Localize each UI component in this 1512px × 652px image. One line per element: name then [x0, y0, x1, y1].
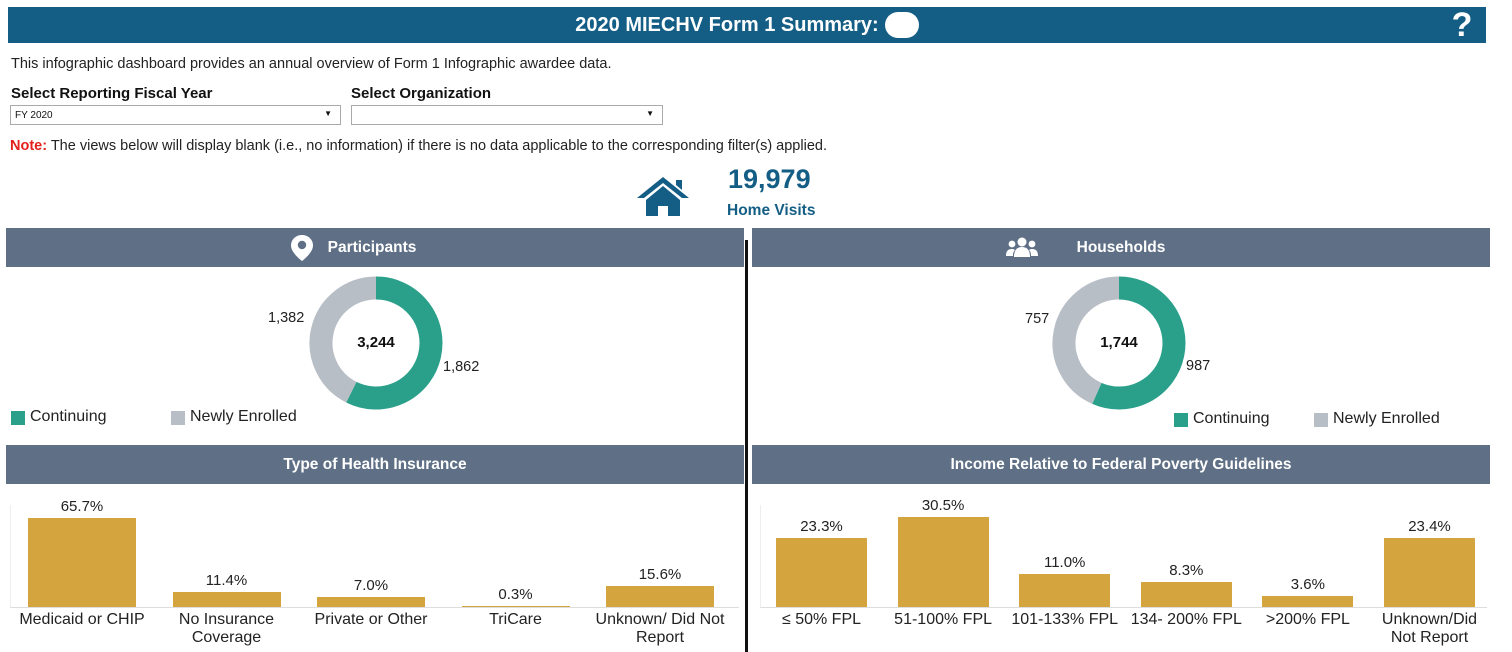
bar-category-label: No Insurance Coverage	[138, 611, 316, 647]
bar	[1262, 596, 1354, 607]
bar-category-label: Medicaid or CHIP	[0, 611, 171, 629]
health-insurance-header: Type of Health Insurance	[6, 445, 744, 484]
donut-slice-continuing	[346, 276, 443, 410]
donut-slice-newly-enrolled	[309, 276, 377, 403]
bar-value-label: 3.6%	[1290, 576, 1325, 594]
bar-category-label: Unknown/ Did Not Report	[571, 611, 749, 647]
participants-newly-value: 1,382	[268, 310, 305, 326]
fiscal-year-select[interactable]: FY 2020 ▼	[10, 105, 341, 125]
legend-label-continuing: Continuing	[30, 408, 107, 425]
bar-category-line: Medicaid or CHIP	[19, 611, 145, 628]
bar-category-label: Unknown/Did Not Report	[1349, 611, 1510, 647]
participants-title: Participants	[327, 238, 417, 256]
bar-category-line: Private or Other	[314, 611, 428, 628]
participants-donut-chart	[309, 276, 443, 410]
fiscal-year-value: FY 2020	[15, 110, 53, 121]
house-icon	[637, 177, 689, 216]
legend-label-newly-enrolled: Newly Enrolled	[190, 408, 297, 425]
bar-category-label: TriCare	[427, 611, 605, 629]
panel-divider	[745, 240, 748, 652]
income-title: Income Relative to Federal Poverty Guide…	[950, 455, 1292, 473]
bar-value-label: 11.0%	[1043, 554, 1086, 572]
bar-category-label: >200% FPL	[1227, 611, 1388, 629]
help-icon[interactable]: ?	[1451, 6, 1473, 44]
bar-category-label: Private or Other	[282, 611, 460, 629]
organization-select[interactable]: ▼	[351, 105, 663, 125]
home-visits-label: Home Visits	[727, 202, 816, 219]
bar-category-line: 51-100% FPL	[894, 611, 993, 628]
bar-value-label: 8.3%	[1169, 562, 1204, 580]
participants-continuing-value: 1,862	[443, 359, 480, 375]
bar-value-label: 15.6%	[638, 565, 682, 583]
bar-category-line: No Insurance	[178, 611, 275, 628]
intro-text: This infographic dashboard provides an a…	[11, 56, 612, 72]
bar-category-label: 134- 200% FPL	[1106, 611, 1267, 629]
map-pin-icon	[291, 235, 313, 261]
households-newly-value: 757	[1025, 311, 1050, 327]
legend-swatch-newly-enrolled	[171, 411, 185, 425]
title-bar: 2020 MIECHV Form 1 Summary:	[8, 7, 1486, 43]
bar-category-line: Not Report	[1390, 629, 1469, 646]
households-continuing-value: 987	[1186, 358, 1211, 374]
bar-category-line: Report	[635, 629, 685, 646]
income-header: Income Relative to Federal Poverty Guide…	[752, 445, 1490, 484]
bar-value-label: 0.3%	[498, 586, 533, 603]
bar-value-label: 65.7%	[60, 497, 104, 515]
households-title: Households	[1076, 238, 1166, 256]
legend-label-newly-enrolled: Newly Enrolled	[1333, 410, 1440, 427]
legend-swatch-continuing	[1174, 413, 1188, 427]
bar-value-label: 30.5%	[921, 496, 965, 514]
households-total: 1,744	[1100, 334, 1138, 351]
health-insurance-title: Type of Health Insurance	[283, 455, 467, 473]
bar	[606, 585, 714, 607]
chevron-down-icon: ▼	[324, 109, 332, 118]
bar-category-label: 51-100% FPL	[863, 611, 1024, 629]
legend-label-continuing: Continuing	[1193, 410, 1270, 427]
note-text: Note: The views below will display blank…	[10, 138, 827, 154]
bar	[776, 538, 867, 607]
bar-value-label: 23.4%	[1408, 517, 1451, 535]
bar-category-line: Unknown/ Did Not	[595, 611, 725, 628]
bar	[172, 591, 281, 607]
bar	[1019, 574, 1111, 607]
note-lead: Note:	[10, 138, 48, 154]
people-icon	[1006, 237, 1038, 257]
legend-swatch-continuing	[11, 411, 25, 425]
bar	[897, 516, 989, 607]
bar	[1384, 537, 1475, 607]
health-insurance-bar-chart: 65.7% Medicaid or CHIP 11.4% No Insurance Co…	[10, 498, 739, 646]
income-bar-chart: 23.3% ≤ 50% FPL 30.5% 51-100% FPL 11.0% 101-1…	[760, 497, 1487, 646]
redacted-awardee-name	[884, 12, 919, 38]
bar	[28, 517, 136, 607]
chevron-down-icon: ▼	[646, 109, 654, 118]
legend-swatch-newly-enrolled	[1314, 413, 1328, 427]
bar-category-line: 134- 200% FPL	[1130, 611, 1242, 628]
participants-total: 3,244	[357, 334, 395, 351]
bar	[461, 606, 570, 607]
bar	[1140, 582, 1232, 607]
bar-category-line: >200% FPL	[1265, 611, 1350, 628]
bar-value-label: 7.0%	[353, 577, 389, 595]
households-header: Households	[752, 228, 1490, 267]
participants-header: Participants	[6, 228, 744, 267]
donut-slice-newly-enrolled	[1052, 276, 1120, 404]
organization-label: Select Organization	[351, 85, 492, 102]
bar-category-line: Unknown/Did	[1381, 611, 1478, 628]
home-visits-value: 19,979	[728, 164, 811, 194]
bar-category-label: 101-133% FPL	[984, 611, 1145, 629]
page-title: 2020 MIECHV Form 1 Summary:	[575, 13, 879, 36]
bar-category-line: Coverage	[191, 629, 262, 646]
bar	[317, 597, 425, 607]
donut-slice-continuing	[1092, 276, 1186, 410]
bar-category-line: ≤ 50% FPL	[781, 611, 862, 628]
bar-value-label: 23.3%	[800, 518, 843, 536]
households-donut-chart	[1052, 276, 1186, 410]
note-body: The views below will display blank (i.e.…	[47, 138, 827, 154]
bar-category-label: ≤ 50% FPL	[741, 611, 902, 629]
bar-category-line: TriCare	[489, 611, 542, 628]
fiscal-year-label: Select Reporting Fiscal Year	[11, 85, 213, 102]
bar-category-line: 101-133% FPL	[1011, 611, 1119, 628]
bar-value-label: 11.4%	[205, 571, 248, 589]
